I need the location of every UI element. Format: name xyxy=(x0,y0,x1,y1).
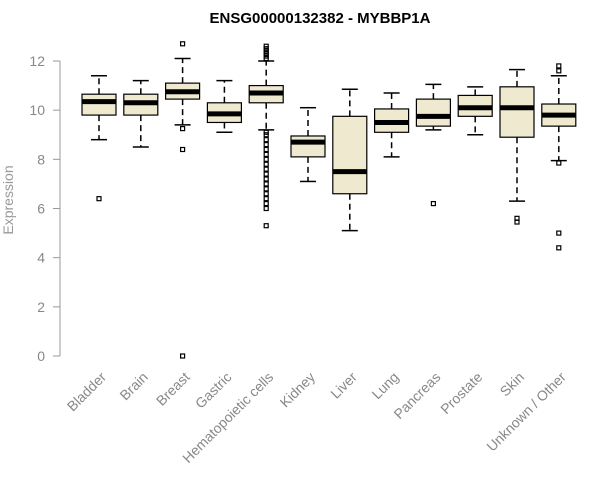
y-tick-label: 8 xyxy=(37,151,45,167)
box-prostate xyxy=(457,86,493,136)
iqr-box xyxy=(499,86,535,138)
iqr-box xyxy=(415,98,451,127)
outlier-point xyxy=(556,245,562,251)
outlier-point xyxy=(514,219,520,225)
y-axis: 0 2 4 6 8 10 12 xyxy=(29,53,61,364)
iqr-box xyxy=(81,93,117,116)
outlier-point xyxy=(556,230,562,236)
box-skin xyxy=(499,68,535,225)
box-lung xyxy=(374,92,410,158)
box-brain xyxy=(123,79,159,148)
y-axis-label: Expression xyxy=(0,165,16,234)
outlier-point xyxy=(263,191,269,197)
outlier-point xyxy=(96,196,102,202)
box-liver xyxy=(332,88,368,232)
y-tick-label: 0 xyxy=(37,348,45,364)
outlier-point xyxy=(556,68,562,74)
x-tick-label: Breast xyxy=(153,369,193,409)
box-pancreas xyxy=(415,83,451,207)
y-tick-label: 4 xyxy=(37,250,45,266)
box-kidney xyxy=(290,106,326,183)
box-bladder xyxy=(81,75,117,202)
outlier-point xyxy=(263,171,269,177)
x-tick-label: Liver xyxy=(327,369,360,402)
outlier-point xyxy=(263,196,269,202)
outlier-point xyxy=(263,55,269,62)
x-tick-label: Lung xyxy=(368,369,401,402)
outlier-point xyxy=(180,353,186,359)
outlier-point xyxy=(263,161,269,167)
outlier-point xyxy=(263,205,269,212)
x-tick-label: Brain xyxy=(116,369,150,403)
chart-title: ENSG00000132382 - MYBBP1A xyxy=(210,10,431,27)
iqr-box xyxy=(332,115,368,195)
outlier-point xyxy=(263,223,269,229)
outlier-point xyxy=(263,141,269,148)
x-tick-label: Skin xyxy=(497,369,528,400)
outlier-point xyxy=(180,126,186,132)
y-tick-label: 2 xyxy=(37,299,45,315)
outlier-point xyxy=(263,176,269,182)
outlier-point xyxy=(263,132,269,138)
outlier-point xyxy=(263,146,269,153)
outlier-point xyxy=(180,41,186,47)
outlier-point xyxy=(263,137,269,143)
box-hematopoietic-cells xyxy=(248,43,284,229)
outlier-point xyxy=(556,63,562,69)
outlier-point xyxy=(263,156,269,162)
y-tick-label: 10 xyxy=(29,102,45,118)
y-tick-label: 6 xyxy=(37,201,45,217)
outlier-point xyxy=(263,166,269,172)
outlier-point xyxy=(556,160,562,166)
box-gastric xyxy=(206,79,242,134)
outlier-point xyxy=(263,181,269,187)
box-unknown-other xyxy=(541,63,577,251)
boxes-group xyxy=(81,41,577,359)
iqr-box xyxy=(290,135,326,158)
x-tick-label: Bladder xyxy=(64,369,110,415)
y-tick-label: 12 xyxy=(29,53,45,69)
outlier-point xyxy=(430,200,436,207)
outlier-point xyxy=(263,151,269,158)
outlier-point xyxy=(180,146,186,153)
outlier-point xyxy=(263,186,269,192)
x-tick-label: Prostate xyxy=(437,369,485,417)
x-tick-label: Unknown / Other xyxy=(483,369,569,455)
box-breast xyxy=(165,41,201,359)
outlier-point xyxy=(263,200,269,207)
x-tick-label: Kidney xyxy=(277,369,319,411)
